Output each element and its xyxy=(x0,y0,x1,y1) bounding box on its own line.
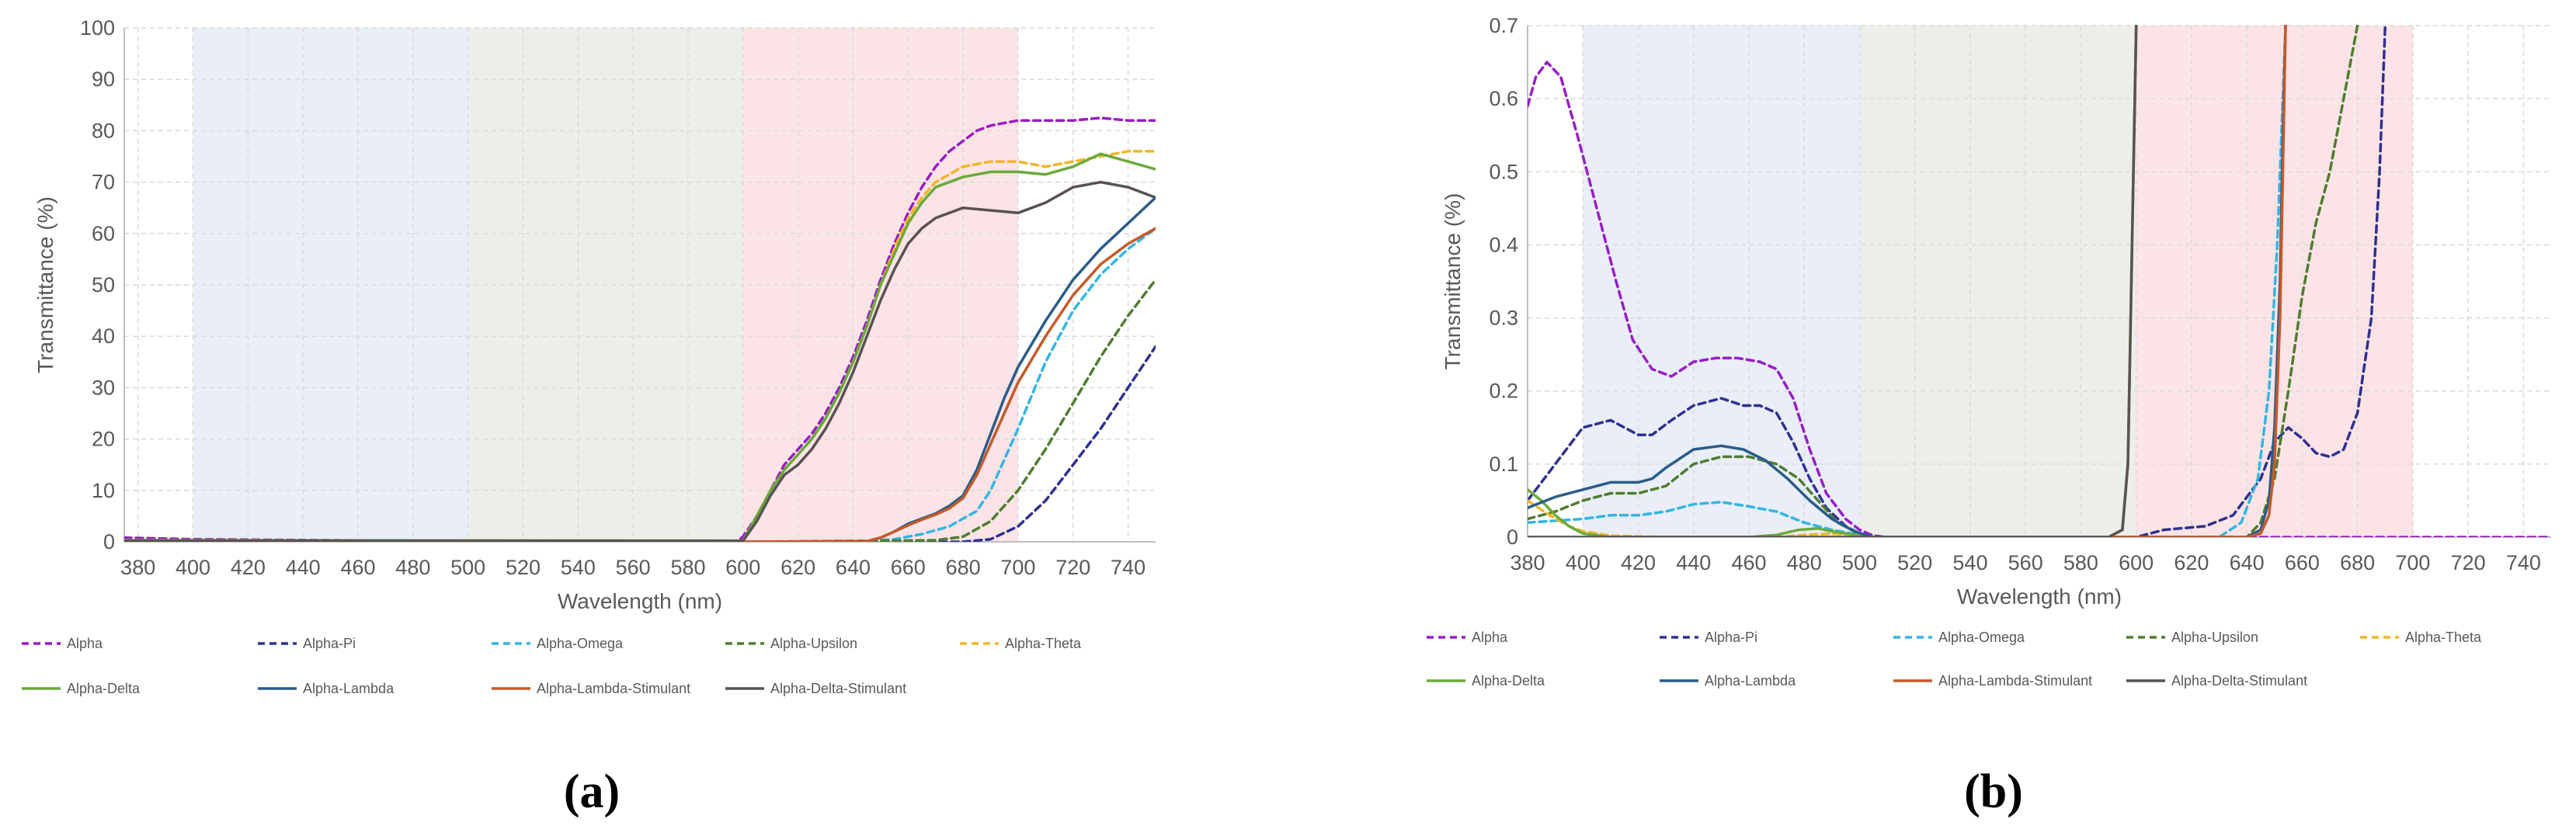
series-line-alpha-omega xyxy=(1528,25,2287,537)
y-tick-label: 10 xyxy=(92,479,115,502)
legend-label-alpha-theta: Alpha-Theta xyxy=(1005,636,1082,651)
x-tick-label: 440 xyxy=(1676,551,1711,574)
x-tick-label: 460 xyxy=(1731,551,1766,574)
x-tick-label: 460 xyxy=(340,556,375,579)
series-line-alpha-pi xyxy=(1528,25,2387,537)
x-tick-label: 740 xyxy=(1111,556,1145,579)
x-tick-label: 560 xyxy=(2008,551,2043,574)
x-tick-label: 540 xyxy=(1952,551,1987,574)
x-tick-label: 640 xyxy=(2230,551,2265,574)
x-tick-label: 520 xyxy=(1897,551,1932,574)
x-tick-label: 700 xyxy=(2395,551,2430,574)
x-tick-label: 580 xyxy=(2063,551,2098,574)
y-tick-label: 90 xyxy=(92,68,115,91)
legend-label-alpha-upsilon: Alpha-Upsilon xyxy=(770,636,857,651)
y-tick-label: 0.6 xyxy=(1489,87,1518,110)
legend-label-alpha-omega: Alpha-Omega xyxy=(1938,630,2025,645)
x-tick-label: 560 xyxy=(616,556,651,579)
legend-label-alpha-delta-stimulant: Alpha-Delta-Stimulant xyxy=(2171,673,2307,689)
series-line-alpha-lambda-stimulant xyxy=(124,227,1156,542)
series-line-alpha-lambda xyxy=(1528,25,2287,537)
series-line-alpha-delta-stimulant xyxy=(124,180,1156,542)
x-axis-title: Wavelength (nm) xyxy=(1957,585,2122,609)
y-tick-label: 40 xyxy=(92,324,115,348)
x-tick-label: 400 xyxy=(1566,551,1601,574)
legend-label-alpha: Alpha xyxy=(67,636,103,651)
series-group xyxy=(1528,25,2551,537)
series-line-alpha-upsilon xyxy=(1528,25,2359,537)
series-group xyxy=(124,116,1156,542)
y-tick-label: 0.5 xyxy=(1489,160,1518,183)
y-tick-label: 80 xyxy=(92,119,115,142)
green-band xyxy=(1859,26,2136,537)
x-tick-label: 720 xyxy=(1055,556,1090,579)
x-tick-label: 620 xyxy=(780,556,815,579)
x-tick-label: 660 xyxy=(2285,551,2320,574)
panel-label-b: (b) xyxy=(1964,765,2023,818)
y-tick-label: 0 xyxy=(1507,526,1518,549)
x-tick-label: 400 xyxy=(176,556,210,579)
legend-label-alpha-lambda: Alpha-Lambda xyxy=(1705,673,1796,689)
y-tick-label: 70 xyxy=(92,171,115,194)
x-tick-label: 420 xyxy=(1621,551,1656,574)
y-tick-label: 0.3 xyxy=(1489,307,1518,330)
x-tick-label: 680 xyxy=(946,556,981,579)
series-line-alpha-delta-stimulant xyxy=(1528,25,2138,537)
legend-label-alpha: Alpha xyxy=(1472,630,1508,645)
x-tick-label: 540 xyxy=(561,556,596,579)
x-tick-label: 500 xyxy=(1842,551,1877,574)
legend-label-alpha-delta-stimulant: Alpha-Delta-Stimulant xyxy=(770,681,906,696)
y-tick-label: 100 xyxy=(80,16,115,40)
x-tick-label: 600 xyxy=(2119,551,2154,574)
legend-label-alpha-delta: Alpha-Delta xyxy=(67,681,141,696)
x-tick-label: 660 xyxy=(891,556,926,579)
legend-label-alpha-lambda-stimulant: Alpha-Lambda-Stimulant xyxy=(537,681,690,696)
x-tick-label: 620 xyxy=(2174,551,2209,574)
y-tick-label: 0.2 xyxy=(1489,380,1518,403)
x-tick-label: 500 xyxy=(450,556,485,579)
legend-label-alpha-pi: Alpha-Pi xyxy=(303,636,356,651)
series-line-alpha-pi xyxy=(124,345,1156,542)
x-tick-label: 720 xyxy=(2451,551,2486,574)
y-axis-title: Transmittance (%) xyxy=(1441,193,1465,370)
x-tick-label: 680 xyxy=(2340,551,2375,574)
y-tick-label: 0.4 xyxy=(1489,233,1518,256)
legend-label-alpha-omega: Alpha-Omega xyxy=(537,636,624,651)
x-tick-label: 380 xyxy=(120,556,155,579)
y-axis-title: Transmittance (%) xyxy=(33,196,57,373)
y-tick-label: 0.7 xyxy=(1489,14,1518,37)
x-tick-label: 440 xyxy=(286,556,321,579)
x-tick-label: 480 xyxy=(1787,551,1822,574)
y-tick-label: 20 xyxy=(92,428,115,451)
blue-band xyxy=(1583,26,1860,537)
y-tick-label: 0.1 xyxy=(1489,453,1518,476)
x-tick-label: 640 xyxy=(836,556,871,579)
x-tick-label: 600 xyxy=(725,556,760,579)
x-tick-label: 480 xyxy=(395,556,430,579)
x-tick-label: 380 xyxy=(1510,551,1545,574)
legend-label-alpha-pi: Alpha-Pi xyxy=(1705,630,1757,645)
x-tick-label: 420 xyxy=(231,556,266,579)
y-tick-label: 0 xyxy=(103,530,115,553)
legend-label-alpha-delta: Alpha-Delta xyxy=(1472,673,1545,689)
x-tick-label: 700 xyxy=(1000,556,1035,579)
chart-panel-b: 380 400 420 440 460 480 500 520 540 560 580 600 620 6… xyxy=(1427,14,2551,689)
x-tick-label: 580 xyxy=(670,556,705,579)
legend-label-alpha-lambda-stimulant: Alpha-Lambda-Stimulant xyxy=(1938,673,2092,689)
series-line-alpha-delta xyxy=(124,152,1156,542)
chart-panel-a: 380 400 420 440 460 480 500 520 540 560 580 600 620 6… xyxy=(22,16,1156,696)
legend-label-alpha-theta: Alpha-Theta xyxy=(2405,630,2482,645)
legend-label-alpha-upsilon: Alpha-Upsilon xyxy=(2171,630,2258,645)
panel-label-a: (a) xyxy=(564,765,620,818)
y-tick-label: 50 xyxy=(92,273,115,297)
y-tick-label: 30 xyxy=(92,376,115,399)
y-tick-label: 60 xyxy=(92,222,115,245)
legend-label-alpha-lambda: Alpha-Lambda xyxy=(303,681,395,696)
series-line-alpha xyxy=(1528,61,2551,537)
series-line-alpha-lambda-stimulant xyxy=(1528,25,2287,537)
x-tick-label: 740 xyxy=(2506,551,2541,574)
x-tick-label: 520 xyxy=(506,556,541,579)
x-axis-title: Wavelength (nm) xyxy=(558,589,722,613)
